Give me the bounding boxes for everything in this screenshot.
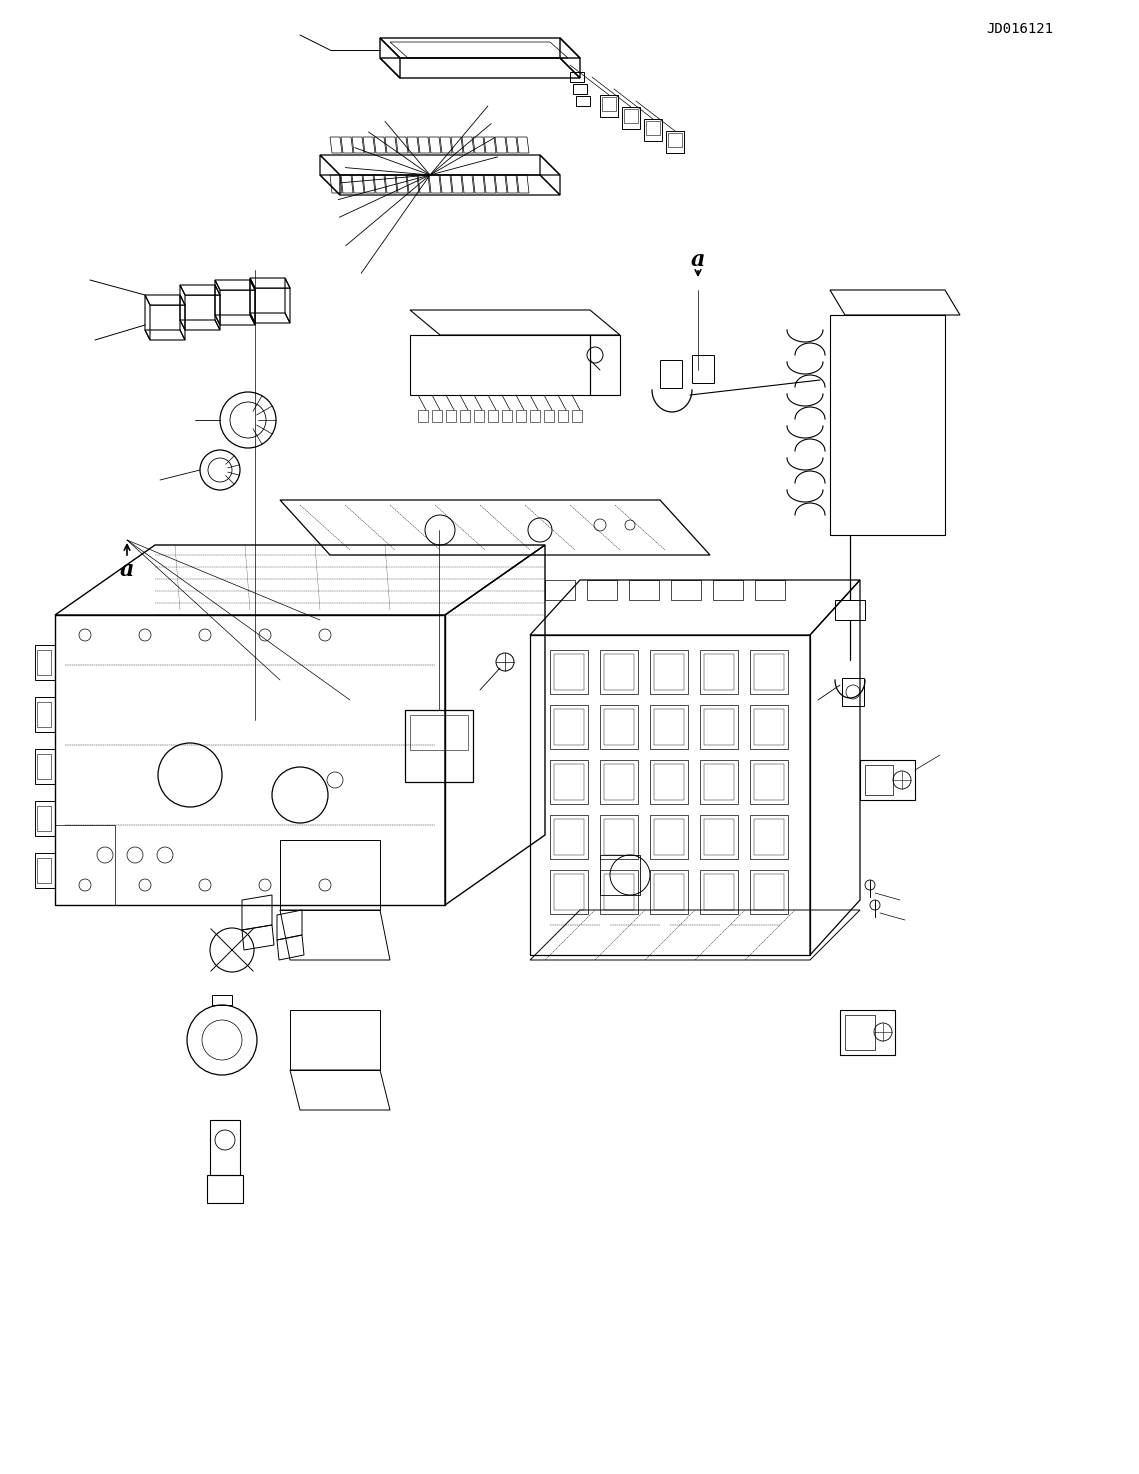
Bar <box>460 410 470 422</box>
Bar <box>487 410 498 422</box>
Bar <box>604 709 634 744</box>
Bar <box>622 108 640 130</box>
Bar <box>550 761 588 803</box>
Bar <box>700 870 738 914</box>
Bar <box>650 650 688 694</box>
Bar <box>749 761 788 803</box>
Bar <box>36 858 51 883</box>
Bar <box>700 705 738 749</box>
Bar <box>704 709 734 744</box>
Bar <box>600 870 638 914</box>
Bar <box>650 870 688 914</box>
Bar <box>667 133 682 147</box>
Bar <box>666 131 685 153</box>
Bar <box>654 764 685 800</box>
Bar <box>835 600 865 621</box>
Bar <box>604 654 634 690</box>
Bar <box>604 764 634 800</box>
Bar <box>36 702 51 727</box>
Bar <box>693 355 714 383</box>
Bar <box>554 874 584 909</box>
Bar <box>55 615 445 905</box>
Bar <box>700 761 738 803</box>
Bar <box>671 579 700 600</box>
Bar <box>418 410 428 422</box>
Text: a: a <box>691 249 705 271</box>
Bar <box>550 815 588 859</box>
Bar <box>502 410 513 422</box>
Bar <box>554 820 584 855</box>
Bar <box>554 709 584 744</box>
Bar <box>516 410 526 422</box>
Bar <box>650 815 688 859</box>
Bar <box>646 121 659 136</box>
Bar <box>410 715 468 750</box>
Bar <box>754 820 784 855</box>
Bar <box>830 315 945 535</box>
Bar <box>600 815 638 859</box>
Bar <box>865 765 893 794</box>
Bar <box>754 764 784 800</box>
Bar <box>600 705 638 749</box>
Bar <box>704 874 734 909</box>
Bar <box>432 410 442 422</box>
Bar <box>650 761 688 803</box>
Bar <box>629 579 659 600</box>
Bar <box>544 410 554 422</box>
Bar <box>754 709 784 744</box>
Bar <box>405 710 473 783</box>
Bar <box>530 410 540 422</box>
Bar <box>446 410 456 422</box>
Bar <box>845 1016 875 1049</box>
Bar <box>550 705 588 749</box>
Bar <box>554 654 584 690</box>
Bar <box>700 815 738 859</box>
Bar <box>749 705 788 749</box>
Bar <box>36 650 51 675</box>
Bar <box>659 360 682 388</box>
Bar <box>654 709 685 744</box>
Bar <box>600 94 618 116</box>
Bar <box>474 410 484 422</box>
Bar <box>644 119 662 142</box>
Bar <box>700 650 738 694</box>
Bar <box>572 410 582 422</box>
Bar <box>704 654 734 690</box>
Bar <box>654 654 685 690</box>
Bar <box>600 761 638 803</box>
Bar <box>755 579 785 600</box>
Bar <box>749 650 788 694</box>
Bar <box>749 870 788 914</box>
Bar <box>754 874 784 909</box>
Bar <box>550 650 588 694</box>
Bar <box>36 806 51 831</box>
Bar <box>36 755 51 778</box>
Bar <box>604 820 634 855</box>
Bar <box>558 410 568 422</box>
Bar <box>604 874 634 909</box>
Bar <box>654 820 685 855</box>
Bar <box>550 870 588 914</box>
Bar <box>749 815 788 859</box>
Bar <box>603 97 616 111</box>
Bar <box>650 705 688 749</box>
Bar <box>860 761 915 800</box>
Bar <box>713 579 743 600</box>
Bar <box>624 109 638 122</box>
Bar <box>544 579 575 600</box>
Text: JD016121: JD016121 <box>986 22 1052 37</box>
Bar <box>704 764 734 800</box>
Bar <box>654 874 685 909</box>
Bar <box>704 820 734 855</box>
Bar <box>842 678 865 706</box>
Bar <box>554 764 584 800</box>
Bar <box>587 579 617 600</box>
Bar <box>839 1010 895 1055</box>
Text: a: a <box>120 559 134 581</box>
Bar <box>600 650 638 694</box>
Bar <box>207 1175 243 1203</box>
Bar <box>754 654 784 690</box>
Bar <box>600 855 640 895</box>
